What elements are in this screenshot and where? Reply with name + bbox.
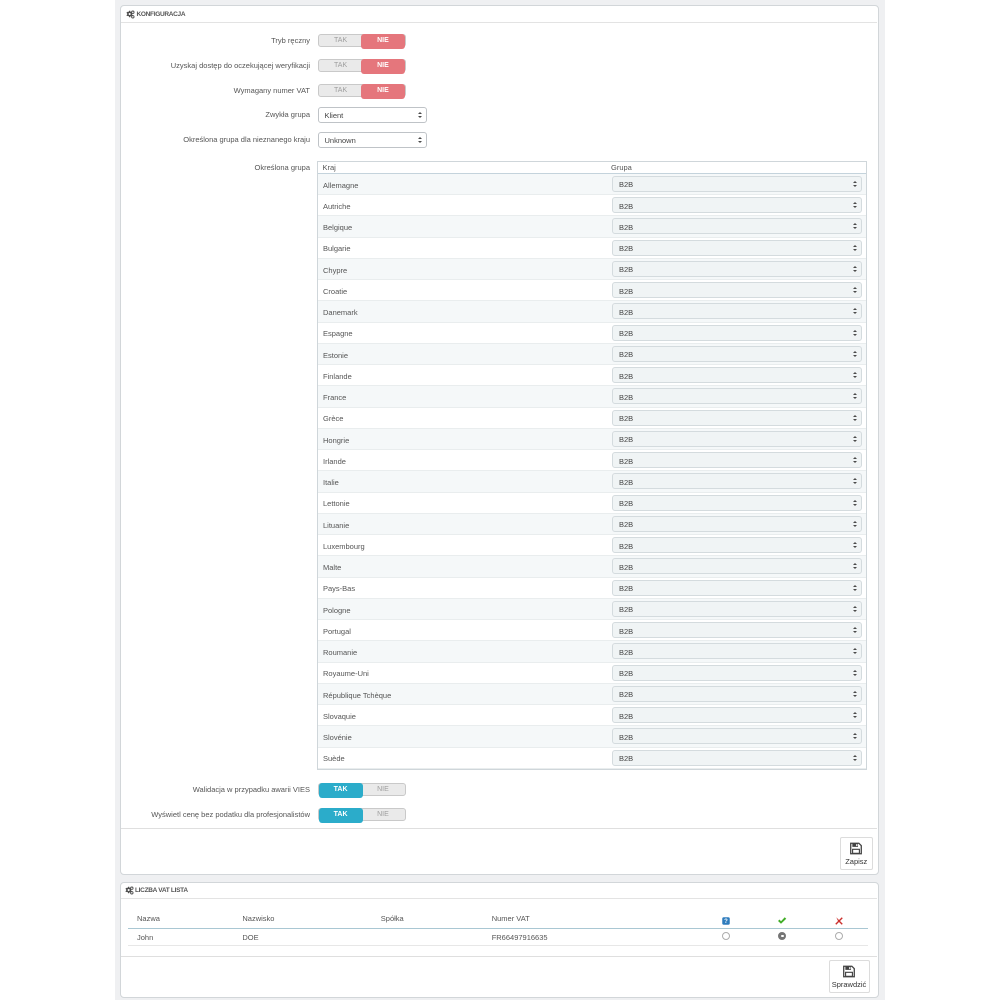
svg-text:?: ?	[724, 919, 728, 925]
